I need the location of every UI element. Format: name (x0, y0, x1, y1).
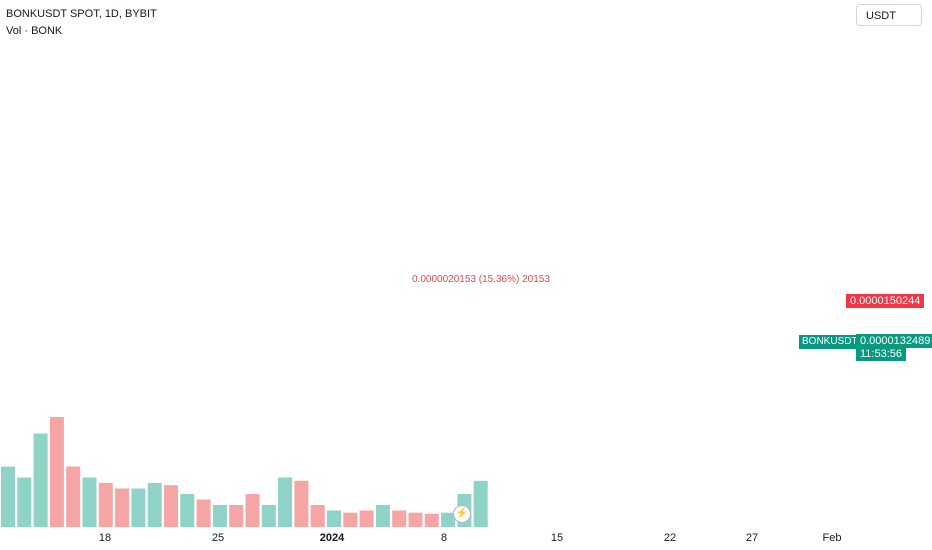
volume-bar (33, 433, 48, 527)
measure-label: 0.0000020153 (15.36%) 20153 (412, 274, 550, 285)
lightning-icon[interactable]: ⚡ (453, 505, 471, 523)
time-axis-label: Feb (823, 532, 842, 544)
volume-bar (66, 466, 81, 527)
volume-bar (164, 485, 178, 527)
volume-bar (1, 466, 15, 527)
volume-bar (147, 483, 162, 527)
volume-bar (473, 480, 488, 527)
currency-button[interactable]: USDT (856, 4, 922, 26)
volume-bar (359, 510, 374, 527)
volume-bar (82, 477, 97, 527)
resistance-price-tag: 0.0000150244 (846, 294, 925, 308)
volume-bar (229, 505, 244, 527)
time-axis-label: 18 (99, 532, 111, 544)
volume-bar (441, 512, 456, 527)
volume-bar (408, 512, 423, 527)
time-axis-label: 22 (664, 532, 676, 544)
volume-bar (245, 494, 260, 527)
volume-bar (424, 513, 439, 527)
countdown-tag: 11:53:56 (856, 347, 907, 361)
volume-bar (131, 488, 146, 527)
last-price-tag: 0.0000132489 (856, 334, 932, 348)
volume-bar (180, 494, 195, 527)
time-axis-label: 27 (746, 532, 758, 544)
volume-bar (49, 417, 64, 527)
time-axis-label: 8 (441, 532, 447, 544)
volume-bar (17, 477, 32, 527)
time-axis-label: 25 (212, 532, 224, 544)
volume-bar (310, 505, 325, 527)
volume-legend: Vol · BONK (6, 25, 63, 37)
time-axis-label: 15 (551, 532, 563, 544)
volume-bar (392, 510, 407, 527)
volume-bar (294, 480, 309, 527)
time-axis-label: 2024 (320, 532, 345, 544)
volume-bar (343, 512, 358, 527)
volume-bar (327, 510, 341, 527)
volume-bar (98, 483, 113, 527)
symbol-title: BONKUSDT SPOT, 1D, BYBIT (6, 8, 157, 20)
chart-legend: BONKUSDT SPOT, 1D, BYBIT Vol · BONK (6, 6, 157, 40)
volume-bar (196, 499, 211, 527)
last-price-symbol-tag: BONKUSDT (799, 335, 861, 349)
volume-bar (115, 488, 130, 527)
volume-bar (278, 477, 293, 527)
volume-bar (212, 505, 227, 527)
volume-bar (375, 505, 390, 527)
volume-bar (261, 505, 276, 527)
